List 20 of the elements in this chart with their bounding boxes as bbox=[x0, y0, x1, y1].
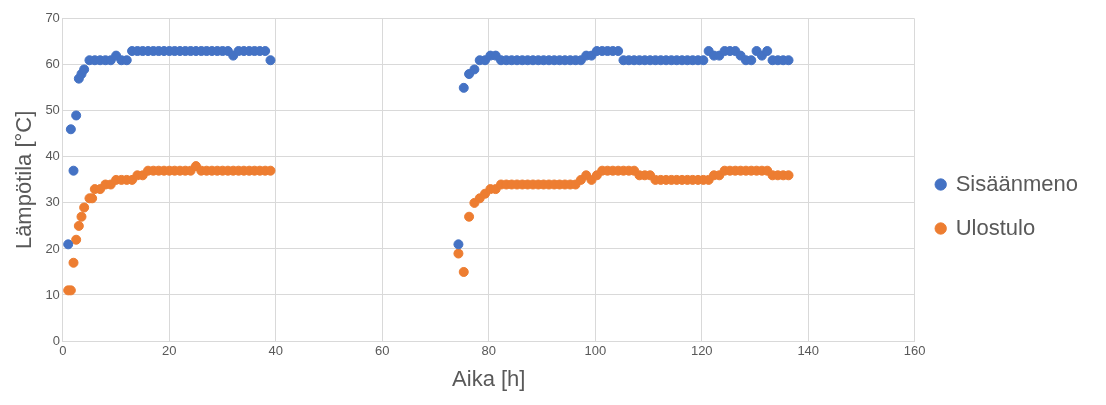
x-tick-label: 60 bbox=[375, 343, 390, 359]
y-tick-label: 0 bbox=[52, 332, 60, 348]
x-tick-label: 160 bbox=[903, 343, 926, 359]
y-tick-label: 50 bbox=[45, 102, 60, 118]
x-tick-label: 80 bbox=[481, 343, 497, 359]
y-tick-label: 40 bbox=[45, 148, 60, 164]
y-axis-title: Lämpötila [°C] bbox=[11, 110, 37, 250]
y-tick-label: 30 bbox=[45, 194, 60, 210]
x-tick-label: 120 bbox=[690, 343, 713, 359]
legend-label: Sisäänmeno bbox=[955, 170, 1079, 196]
x-tick-label: 100 bbox=[584, 343, 607, 359]
legend-label: Ulostulo bbox=[955, 214, 1036, 240]
x-tick-label: 20 bbox=[162, 343, 177, 359]
x-tick-label: 40 bbox=[268, 343, 284, 359]
y-tick-label: 10 bbox=[45, 286, 60, 302]
y-tick-label: 20 bbox=[45, 240, 60, 256]
x-tick-label: 140 bbox=[797, 343, 820, 359]
y-tick-label: 60 bbox=[45, 56, 60, 72]
y-tick-label: 70 bbox=[45, 10, 60, 26]
x-axis-title: Aika [h] bbox=[452, 365, 526, 391]
